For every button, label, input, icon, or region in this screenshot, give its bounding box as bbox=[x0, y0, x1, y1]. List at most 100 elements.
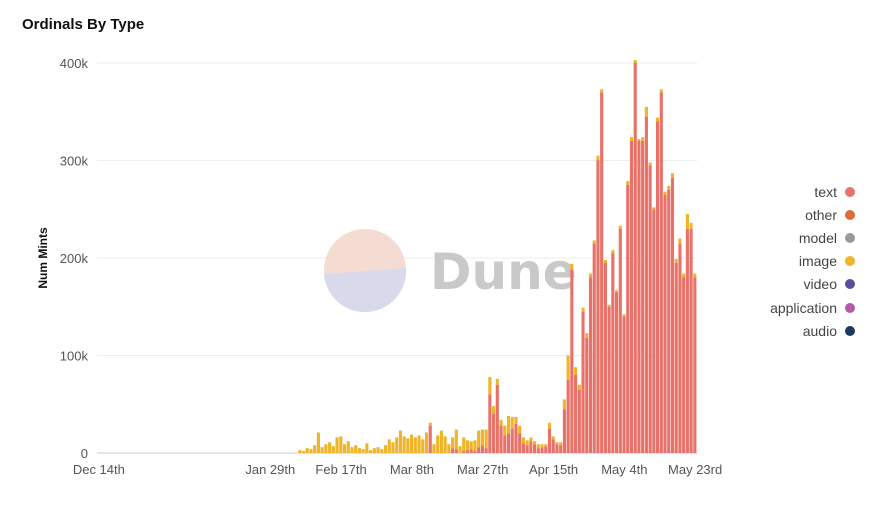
legend-swatch bbox=[845, 279, 855, 290]
bar-text bbox=[667, 189, 671, 453]
bar-image bbox=[492, 406, 496, 414]
bar-text bbox=[592, 243, 596, 454]
bar-text bbox=[454, 449, 458, 453]
legend-item-model[interactable]: model bbox=[740, 226, 855, 249]
bar-text bbox=[574, 375, 578, 453]
bar-image bbox=[428, 422, 432, 426]
bar-image bbox=[383, 445, 388, 453]
bar-text bbox=[465, 450, 470, 453]
bar-text bbox=[689, 228, 693, 453]
bar-text bbox=[480, 445, 484, 453]
bar-text bbox=[581, 311, 585, 454]
legend-item-video[interactable]: video bbox=[740, 273, 855, 296]
bar-text bbox=[659, 92, 663, 453]
bar-text bbox=[615, 292, 619, 454]
x-tick-label: May 4th bbox=[601, 462, 647, 477]
bar-image bbox=[469, 441, 473, 450]
bar-image bbox=[559, 442, 563, 446]
bar-text bbox=[510, 428, 514, 454]
bar-text bbox=[603, 262, 607, 454]
bar-text bbox=[674, 262, 678, 454]
bar-image bbox=[432, 444, 436, 453]
bar-image bbox=[436, 435, 440, 453]
bar-image bbox=[603, 259, 607, 263]
bar-image bbox=[309, 449, 313, 453]
x-tick-label: Dec 14th bbox=[73, 462, 125, 477]
bar-text bbox=[596, 160, 600, 453]
bar-image bbox=[331, 446, 335, 453]
bar-text bbox=[629, 141, 634, 453]
bar-text bbox=[618, 228, 622, 453]
x-tick-label: Jan 29th bbox=[245, 462, 295, 477]
bar-image bbox=[533, 441, 537, 445]
bar-image bbox=[406, 438, 410, 454]
bar-text bbox=[536, 448, 540, 454]
bar-text bbox=[492, 414, 496, 453]
bar-image bbox=[369, 450, 373, 453]
bar-image bbox=[596, 155, 600, 161]
bar-text bbox=[499, 425, 503, 453]
bar-image bbox=[417, 435, 421, 453]
legend-swatch bbox=[845, 209, 855, 220]
bar-image bbox=[629, 137, 634, 141]
legend-label: other bbox=[805, 206, 837, 223]
bar-image bbox=[335, 437, 339, 453]
bar-image bbox=[544, 444, 548, 447]
bar-image bbox=[301, 451, 306, 453]
bar-image bbox=[656, 117, 660, 122]
bar-image bbox=[465, 440, 470, 451]
bar-text bbox=[637, 141, 641, 453]
legend-item-image[interactable]: image bbox=[740, 250, 855, 273]
legend-item-application[interactable]: application bbox=[740, 296, 855, 319]
legend-item-audio[interactable]: audio bbox=[740, 319, 855, 342]
bar-image bbox=[588, 273, 593, 278]
bar-image bbox=[376, 447, 380, 453]
bar-image bbox=[633, 60, 637, 63]
bar-text bbox=[544, 446, 548, 453]
bar-text bbox=[685, 228, 689, 453]
bar-image bbox=[316, 432, 321, 453]
bar-image bbox=[648, 162, 652, 166]
bar-image bbox=[395, 437, 399, 453]
legend-item-text[interactable]: text bbox=[740, 180, 855, 203]
bar-image bbox=[585, 333, 589, 338]
bar-text bbox=[495, 384, 499, 453]
legend-label: image bbox=[798, 253, 837, 270]
bar-text bbox=[488, 394, 492, 453]
x-tick-label: Mar 8th bbox=[390, 462, 434, 477]
bar-image bbox=[506, 415, 511, 434]
bar-text bbox=[656, 121, 660, 453]
bar-image bbox=[424, 432, 429, 453]
bar-text bbox=[533, 444, 537, 453]
bar-image bbox=[458, 446, 462, 453]
bar-image bbox=[682, 273, 686, 278]
bar-image bbox=[510, 416, 514, 429]
bar-text bbox=[503, 435, 507, 453]
bar-text bbox=[626, 184, 630, 454]
bar-text bbox=[506, 433, 511, 453]
bar-image bbox=[600, 89, 604, 93]
bar-image bbox=[562, 399, 566, 410]
y-tick-label: 0 bbox=[81, 446, 88, 461]
y-axis-ticks: 0 100k 200k 300k 400k bbox=[60, 56, 89, 461]
bar-image bbox=[484, 429, 488, 449]
legend-swatch bbox=[845, 232, 855, 243]
bar-image bbox=[577, 384, 581, 390]
bar-image bbox=[443, 436, 447, 453]
bar-image bbox=[387, 439, 391, 453]
bar-text bbox=[577, 389, 581, 454]
bar-image bbox=[391, 442, 395, 453]
bar-image bbox=[413, 437, 417, 453]
bar-image bbox=[350, 447, 354, 453]
bar-image bbox=[480, 429, 484, 446]
bar-image bbox=[611, 250, 615, 254]
y-tick-label: 400k bbox=[60, 56, 89, 71]
bar-text bbox=[555, 444, 559, 453]
legend-label: audio bbox=[802, 322, 837, 339]
bar-text bbox=[514, 423, 518, 453]
bar-text bbox=[682, 277, 686, 453]
bar-image bbox=[518, 425, 522, 434]
bar-image bbox=[615, 290, 619, 293]
x-axis-ticks: Dec 14th Jan 29th Feb 17th Mar 8th Mar 27th A… bbox=[73, 462, 722, 477]
legend-item-other[interactable]: other bbox=[740, 203, 855, 226]
